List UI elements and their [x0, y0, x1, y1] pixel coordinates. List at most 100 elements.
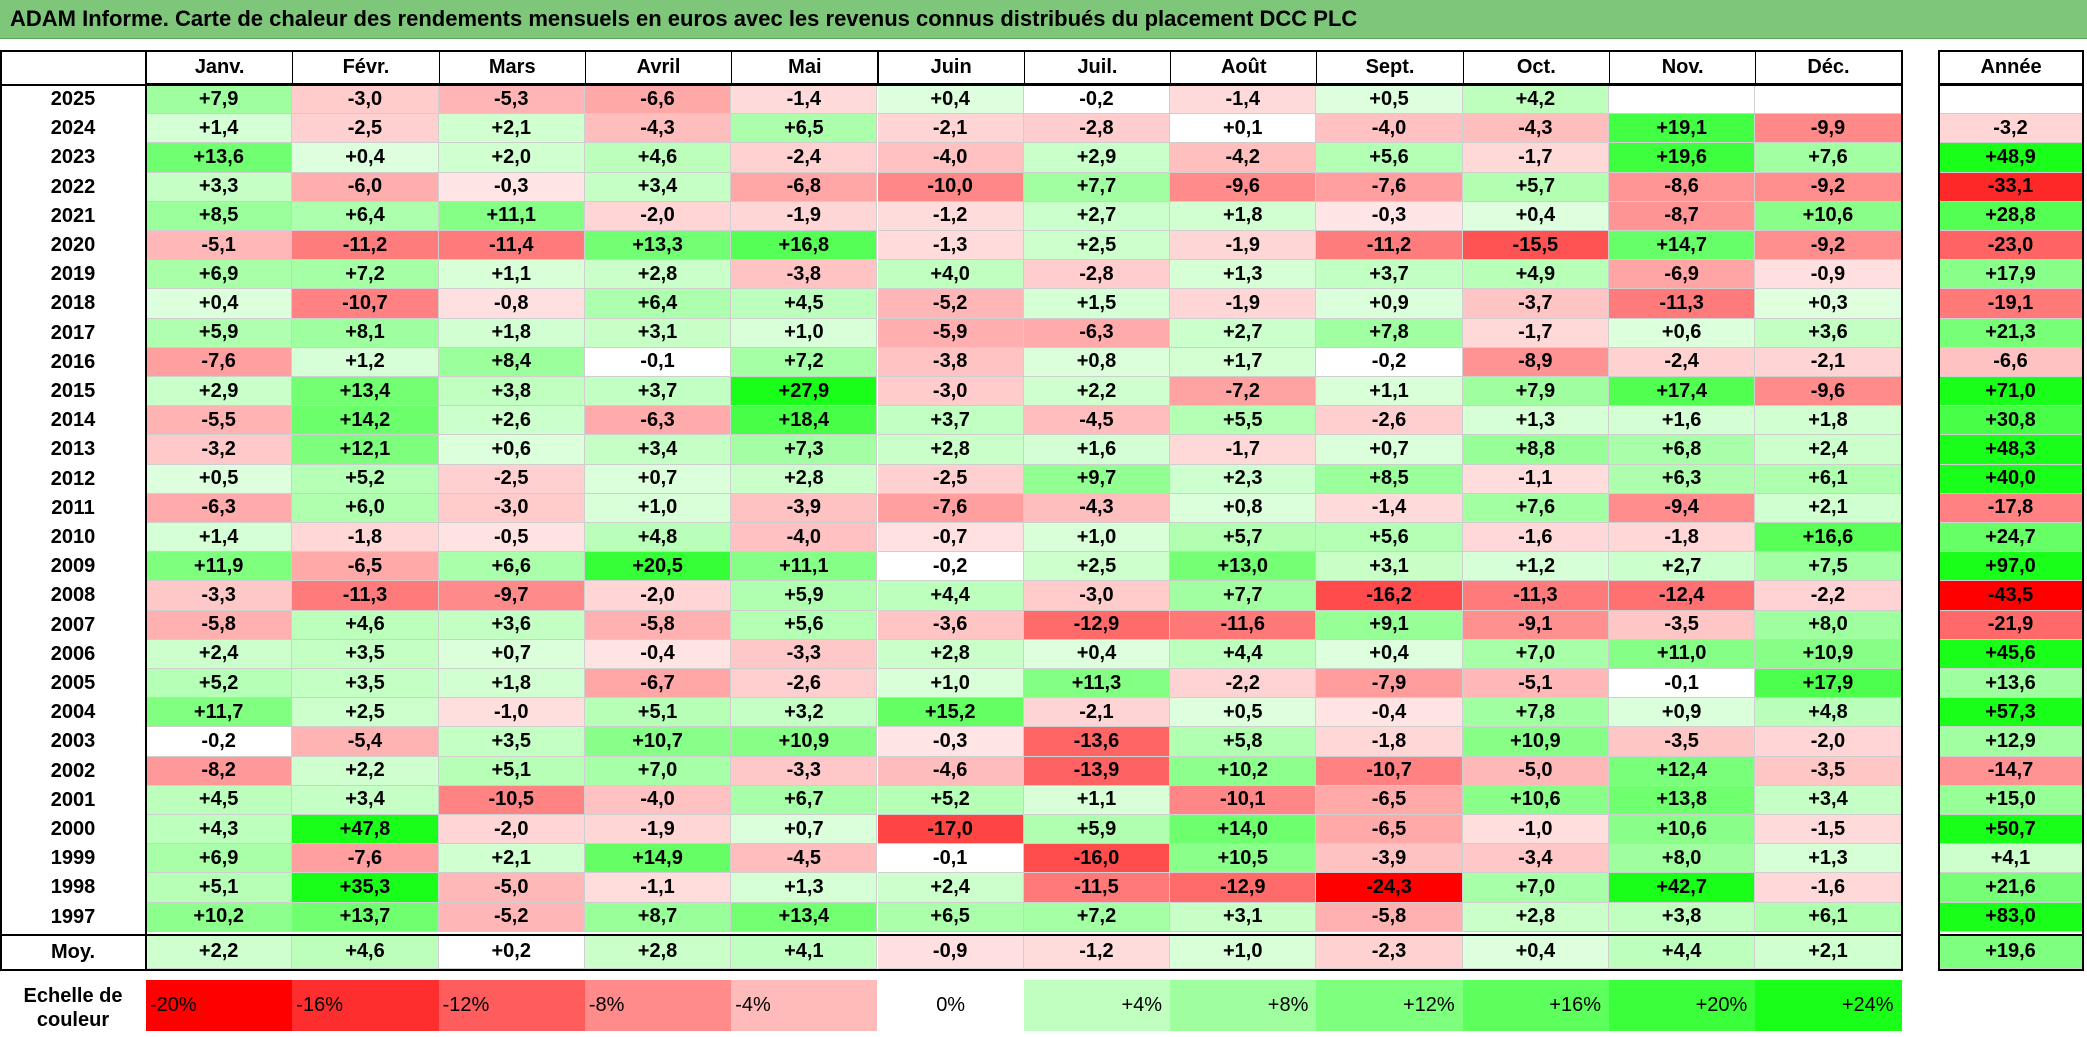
- heatmap-cell: +1,5: [1023, 289, 1171, 319]
- heatmap-cell: +5,5: [1170, 406, 1317, 436]
- heatmap-cell: +7,2: [292, 260, 439, 290]
- annual-cell: -23,0: [1938, 231, 2084, 261]
- heatmap-cell: +1,1: [438, 260, 585, 290]
- heatmap-cell: +19,6: [1609, 143, 1756, 173]
- annual-cell: +48,3: [1938, 435, 2084, 465]
- average-cell: +2,1: [1755, 935, 1902, 969]
- month-header: Mai: [731, 50, 879, 84]
- heatmap-cell: +1,1: [1316, 377, 1463, 407]
- heatmap-cell: -0,5: [438, 523, 585, 553]
- heatmap-cell: -2,2: [1755, 581, 1902, 611]
- month-header: Nov.: [1609, 50, 1757, 84]
- heatmap-cell: -5,0: [1462, 756, 1609, 786]
- heatmap-cell: +2,8: [731, 464, 878, 494]
- heatmap-cell: -1,0: [1462, 815, 1609, 845]
- month-header: Févr.: [292, 50, 440, 84]
- heatmap-cell: -4,0: [584, 785, 732, 815]
- heatmap-cell: -6,0: [292, 172, 439, 202]
- annual-cell: [1938, 85, 2084, 115]
- heatmap-cell: +2,8: [877, 639, 1024, 669]
- heatmap-cell: -1,4: [1316, 493, 1463, 523]
- heatmap-cell: -9,4: [1609, 493, 1756, 523]
- heatmap-cell: -3,5: [1755, 756, 1902, 786]
- heatmap-cell: +5,2: [877, 785, 1024, 815]
- heatmap-cell: -6,8: [731, 172, 878, 202]
- heatmap-cell: +0,4: [1023, 639, 1171, 669]
- heatmap-cell: +5,2: [292, 464, 439, 494]
- heatmap-cell: +0,8: [1023, 347, 1171, 377]
- heatmap-cell: +16,8: [731, 231, 878, 261]
- average-cell: +2,8: [584, 935, 732, 969]
- annual-cell: -3,2: [1938, 114, 2084, 144]
- heatmap-cell: -2,4: [1609, 347, 1756, 377]
- heatmap-cell: -10,7: [292, 289, 439, 319]
- annual-cell: +97,0: [1938, 552, 2084, 582]
- heatmap-cell: +0,6: [1609, 318, 1756, 348]
- annual-cell: -17,8: [1938, 493, 2084, 523]
- heatmap-cell: -2,1: [1755, 347, 1902, 377]
- annual-cell: +15,0: [1938, 785, 2084, 815]
- heatmap-cell: -1,4: [731, 85, 878, 115]
- heatmap-cell: +13,0: [1170, 552, 1317, 582]
- month-header: Août: [1170, 50, 1318, 84]
- heatmap-cell: +6,6: [438, 552, 585, 582]
- heatmap-cell: +11,1: [438, 201, 585, 231]
- average-row-label: Moy.: [0, 935, 146, 969]
- heatmap-cell: +6,3: [1609, 464, 1756, 494]
- heatmap-cell: +3,1: [584, 318, 732, 348]
- heatmap-cell: -3,2: [146, 435, 293, 465]
- heatmap-cell: -1,8: [292, 523, 439, 553]
- heatmap-cell: -7,6: [292, 844, 439, 874]
- heatmap-cell: +0,4: [1462, 201, 1609, 231]
- heatmap-cell: +13,8: [1609, 785, 1756, 815]
- heatmap-cell: -0,2: [877, 552, 1024, 582]
- heatmap-cell: +5,7: [1170, 523, 1317, 553]
- heatmap-cell: +27,9: [731, 377, 878, 407]
- heatmap-cell: +5,6: [731, 610, 878, 640]
- heatmap-cell: +3,1: [1170, 902, 1317, 932]
- heatmap-cell: -9,9: [1755, 114, 1902, 144]
- heatmap-cell: +3,4: [584, 172, 732, 202]
- heatmap-cell: +6,0: [292, 493, 439, 523]
- average-cell: -2,3: [1316, 935, 1463, 969]
- heatmap-cell: -13,9: [1023, 756, 1171, 786]
- color-scale-step: -12%: [438, 980, 585, 1031]
- heatmap-cell: +1,6: [1609, 406, 1756, 436]
- annual-cell: +4,1: [1938, 844, 2084, 874]
- heatmap-cell: -4,0: [1316, 114, 1463, 144]
- heatmap-cell: +7,6: [1462, 493, 1609, 523]
- heatmap-cell: -5,3: [438, 85, 585, 115]
- heatmap-cell: +12,1: [292, 435, 439, 465]
- heatmap-cell: +1,8: [438, 669, 585, 699]
- month-header: Sept.: [1316, 50, 1464, 84]
- heatmap-cell: +0,7: [584, 464, 732, 494]
- month-header: Mars: [438, 50, 586, 84]
- row-year-label: 2011: [0, 493, 146, 523]
- row-year-label: 2008: [0, 581, 146, 611]
- heatmap-cell: -1,1: [1462, 464, 1609, 494]
- heatmap-cell: -1,7: [1462, 318, 1609, 348]
- color-scale-step: 0%: [877, 980, 1024, 1031]
- annual-cell: +57,3: [1938, 698, 2084, 728]
- heatmap-cell: -2,4: [731, 143, 878, 173]
- heatmap-cell: -11,3: [292, 581, 439, 611]
- color-scale-label: Echelle de couleur: [0, 980, 146, 1035]
- heatmap-cell: +13,7: [292, 902, 439, 932]
- annual-cell: +21,6: [1938, 873, 2084, 903]
- heatmap-cell: -0,1: [877, 844, 1024, 874]
- heatmap-cell: +4,2: [1462, 85, 1609, 115]
- heatmap-cell: +13,4: [731, 902, 878, 932]
- heatmap-cell: -1,0: [438, 698, 585, 728]
- color-scale-step: +16%: [1462, 980, 1609, 1031]
- heatmap-cell: -8,2: [146, 756, 293, 786]
- heatmap-cell: +7,3: [731, 435, 878, 465]
- row-year-label: 2010: [0, 523, 146, 553]
- heatmap-cell: +4,4: [1170, 639, 1317, 669]
- heatmap-cell: -5,2: [877, 289, 1024, 319]
- heatmap-cell: +10,2: [146, 902, 293, 932]
- heatmap-cell: +8,0: [1755, 610, 1902, 640]
- heatmap-cell: +5,7: [1462, 172, 1609, 202]
- heatmap-cell: +10,9: [1755, 639, 1902, 669]
- heatmap-cell: +1,6: [1023, 435, 1171, 465]
- annual-cell: +71,0: [1938, 377, 2084, 407]
